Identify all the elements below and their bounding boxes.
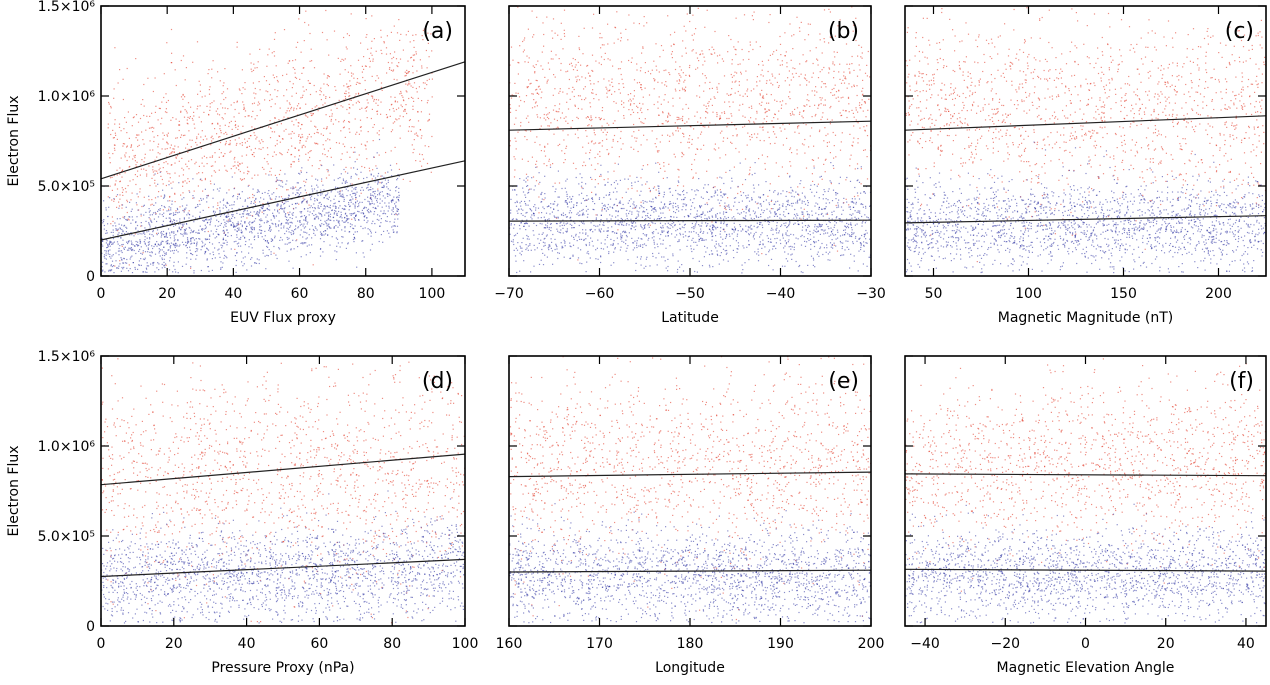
red-points bbox=[509, 6, 871, 261]
y-tick-label: 1.0×10⁶ bbox=[38, 439, 96, 455]
x-axis-title: Pressure Proxy (nPa) bbox=[211, 660, 354, 676]
fit-line-upper bbox=[904, 473, 1267, 477]
panel-f: −40 −20 0 20 40 Magnetic Elevation Angle (f) bbox=[904, 355, 1267, 676]
y-tick-label: 0 bbox=[86, 269, 95, 285]
x-tick-label: 100 bbox=[452, 636, 479, 652]
red-points bbox=[509, 356, 871, 621]
panel-e: 160 170 180 190 200 Longitude (e) bbox=[496, 355, 885, 676]
x-tick-label: 60 bbox=[291, 286, 309, 302]
blue-points bbox=[509, 503, 871, 624]
y-tick-label: 1.0×10⁶ bbox=[38, 89, 96, 105]
x-axis-title: Magnetic Elevation Angle bbox=[997, 660, 1175, 676]
y-tick-label: 1.5×10⁶ bbox=[38, 349, 96, 365]
x-tick-label: 20 bbox=[158, 286, 176, 302]
axes-frame bbox=[904, 5, 1267, 277]
blue-points bbox=[905, 503, 1266, 624]
blue-points bbox=[101, 138, 400, 274]
fit-line-upper bbox=[508, 471, 872, 478]
x-tick-label: 0 bbox=[97, 636, 106, 652]
x-tick-label: 20 bbox=[165, 636, 183, 652]
fit-line-upper bbox=[904, 115, 1267, 131]
x-tick-label: −70 bbox=[494, 286, 524, 302]
x-tick-label: 0 bbox=[97, 286, 106, 302]
y-tick-label: 5.0×10⁵ bbox=[38, 529, 95, 545]
x-tick-label: 20 bbox=[1157, 636, 1175, 652]
blue-points bbox=[101, 490, 465, 624]
panel-c: 50 100 150 200 Magnetic Magnitude (nT) (c) bbox=[904, 5, 1267, 326]
point-cloud bbox=[509, 6, 871, 274]
x-tick-label: −30 bbox=[856, 286, 886, 302]
blue-points bbox=[905, 141, 1266, 274]
x-tick-label: 100 bbox=[1015, 286, 1042, 302]
x-tick-label: 100 bbox=[419, 286, 446, 302]
x-tick-label: 0 bbox=[1081, 636, 1090, 652]
x-tick-label: −60 bbox=[585, 286, 615, 302]
x-axis-title: Magnetic Magnitude (nT) bbox=[998, 310, 1174, 326]
y-tick-label: 0 bbox=[86, 619, 95, 635]
x-tick-label: 40 bbox=[238, 636, 256, 652]
x-tick-label: −40 bbox=[910, 636, 940, 652]
x-tick-label: 40 bbox=[1237, 636, 1255, 652]
point-cloud bbox=[101, 9, 433, 274]
x-tick-label: −20 bbox=[991, 636, 1021, 652]
y-tick-label: 1.5×10⁶ bbox=[38, 0, 96, 15]
panel-label: (b) bbox=[828, 19, 859, 44]
red-points bbox=[905, 358, 1266, 592]
panel-d: 0 20 40 60 80 100 0 5.0×10⁵ 1.0×10⁶ 1.5×10⁶ Pressu… bbox=[6, 349, 479, 676]
x-tick-label: 200 bbox=[858, 636, 885, 652]
fit-line-lower bbox=[508, 569, 872, 573]
fit-line-upper bbox=[100, 61, 466, 180]
point-cloud bbox=[905, 6, 1266, 274]
x-tick-label: 190 bbox=[767, 636, 794, 652]
blue-points bbox=[509, 158, 871, 274]
red-points bbox=[101, 358, 465, 624]
x-axis-title: EUV Flux proxy bbox=[230, 310, 336, 326]
axes-frame bbox=[904, 355, 1267, 627]
x-tick-label: −40 bbox=[766, 286, 796, 302]
axes-frame bbox=[100, 355, 466, 627]
point-cloud bbox=[905, 358, 1266, 624]
point-cloud bbox=[509, 356, 871, 624]
panel-label: (e) bbox=[828, 369, 859, 394]
panel-a: 0 20 40 60 80 100 0 5.0×10⁵ 1.0×10⁶ 1.5×10⁶ EUV Fl… bbox=[6, 0, 466, 326]
fit-line-upper bbox=[508, 120, 872, 131]
fit-line-lower bbox=[904, 215, 1267, 224]
x-tick-label: 80 bbox=[383, 636, 401, 652]
x-tick-label: 40 bbox=[224, 286, 242, 302]
panel-b: −70 −60 −50 −40 −30 Latitude (b) bbox=[494, 5, 886, 326]
x-tick-label: 200 bbox=[1205, 286, 1232, 302]
y-tick-label: 5.0×10⁵ bbox=[38, 179, 95, 195]
fit-line-upper bbox=[100, 453, 466, 486]
x-tick-label: 60 bbox=[310, 636, 328, 652]
fit-line-lower bbox=[100, 558, 466, 578]
y-axis-title: Electron Flux bbox=[6, 96, 22, 187]
x-tick-label: −50 bbox=[675, 286, 705, 302]
panel-label: (f) bbox=[1229, 369, 1254, 394]
fit-line-lower bbox=[904, 568, 1267, 572]
y-axis-title: Electron Flux bbox=[6, 446, 22, 537]
fit-line-lower bbox=[100, 160, 466, 241]
x-tick-label: 150 bbox=[1110, 286, 1137, 302]
panel-label: (a) bbox=[422, 19, 453, 44]
axes-frame bbox=[508, 5, 872, 277]
x-tick-label: 160 bbox=[496, 636, 523, 652]
panel-label: (d) bbox=[422, 369, 453, 394]
x-tick-label: 80 bbox=[357, 286, 375, 302]
x-tick-label: 180 bbox=[677, 636, 704, 652]
fit-line-lower bbox=[508, 219, 872, 222]
red-points bbox=[905, 6, 1266, 263]
panel-label: (c) bbox=[1225, 19, 1254, 44]
x-tick-label: 50 bbox=[925, 286, 943, 302]
x-tick-label: 170 bbox=[586, 636, 613, 652]
x-axis-title: Latitude bbox=[661, 310, 719, 326]
x-axis-title: Longitude bbox=[655, 660, 725, 676]
point-cloud bbox=[101, 358, 465, 624]
red-points bbox=[107, 9, 433, 269]
axes-frame bbox=[100, 5, 466, 277]
